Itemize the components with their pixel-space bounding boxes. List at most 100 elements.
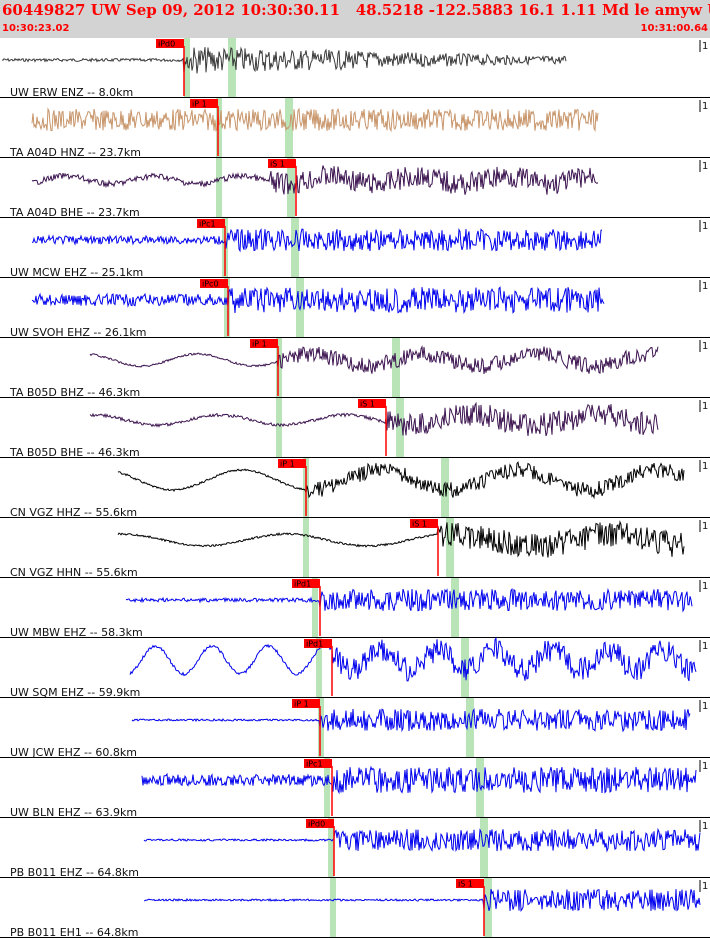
station-label: UW BLN EHZ -- 63.9km [10,806,137,819]
scale-label: 1 [702,701,708,712]
trace-panel[interactable]: iPd0 1 UW ERW ENZ -- 8.0km iP 1 1 TA A04D HNZ… [0,38,710,938]
waveform [117,520,685,558]
time-window-band [328,818,334,878]
waveform [31,107,599,133]
waveform [31,165,599,195]
waveform [89,401,659,437]
trace-row[interactable]: iS 1 1 PB B011 EH1 -- 64.8km [0,878,710,938]
pick-label: iPd1 [306,640,323,649]
scale-label: 1 [702,41,708,52]
trace-row[interactable]: iPc1 1 UW MCW EHZ -- 25.1km [0,218,710,279]
pick-label: iPd0 [158,40,175,49]
time-window-band [276,338,282,398]
station-label: TA A04D HNZ -- 23.7km [9,146,141,159]
pick-flag[interactable] [200,279,228,288]
waveform [89,344,659,374]
trace-row[interactable]: iP 1 1 TA A04D HNZ -- 23.7km [0,98,710,159]
pick-flag[interactable] [304,759,332,768]
pick-label: iPd1 [294,580,311,589]
trace-row[interactable]: iPc1 1 UW BLN EHZ -- 63.9km [0,758,710,819]
scale-label: 1 [702,341,708,352]
station-label: TA A04D BHE -- 23.7km [9,206,140,219]
time-window-band [216,158,222,218]
time-end-label: 10:31:00.64 [640,23,708,34]
pick-flag[interactable] [358,399,386,408]
pick-label: iS 1 [360,400,375,409]
waveform [143,827,701,853]
station-label: UW MCW EHZ -- 25.1km [10,266,143,279]
scale-label: 1 [702,821,708,832]
scale-label: 1 [702,881,708,892]
time-window-band [318,698,324,758]
pick-label: iPc1 [199,220,216,229]
time-window-band [287,158,295,218]
waveform [131,707,691,733]
trace-row[interactable]: iPc0 1 UW SVOH EHZ -- 26.1km [0,278,710,339]
station-label: UW MBW EHZ -- 58.3km [10,626,143,639]
station-label: CN VGZ HHZ -- 55.6km [10,506,137,519]
pick-flag[interactable] [250,339,278,348]
time-window-band [184,38,190,98]
scale-label: 1 [702,401,708,412]
scale-label: 1 [702,221,708,232]
scale-label: 1 [702,581,708,592]
time-window-band [224,278,230,338]
scale-label: 1 [702,761,708,772]
trace-row[interactable]: iP 1 1 UW JCW EHZ -- 60.8km [0,698,710,759]
station-label: PB B011 EH1 -- 64.8km [10,926,138,938]
pick-flag[interactable] [456,879,484,888]
trace-row[interactable]: iS 1 1 TA B05D BHE -- 46.3km [0,398,710,459]
trace-row[interactable]: iS 1 1 CN VGZ HHN -- 55.6km [0,518,710,579]
pick-label: iP 1 [280,460,295,469]
pick-flag[interactable] [156,39,184,48]
trace-row[interactable]: iPd1 1 UW MBW EHZ -- 58.3km [0,578,710,639]
trace-row[interactable]: iP 1 1 TA B05D BHZ -- 46.3km [0,338,710,399]
trace-row[interactable]: iS 1 1 TA A04D BHE -- 23.7km [0,158,710,219]
station-label: CN VGZ HHN -- 55.6km [10,566,138,579]
time-window-band [316,638,322,698]
waveform [31,286,605,314]
pick-label: iPc1 [306,760,323,769]
scale-label: 1 [702,161,708,172]
waveform [1,46,567,74]
time-window-band [285,98,293,158]
trace-row[interactable]: iPd1 1 UW SQM EHZ -- 59.9km [0,636,710,699]
waveform [143,888,701,913]
trace-row[interactable]: iPd0 1 PB B011 EHZ -- 64.8km [0,818,710,879]
pick-flag[interactable] [278,459,306,468]
scale-label: 1 [702,521,708,532]
pick-label: iPd0 [308,820,325,829]
pick-flag[interactable] [306,819,334,828]
pick-flag[interactable] [292,699,320,708]
pick-label: iS 1 [458,880,473,889]
time-window-band [291,218,299,278]
trace-row[interactable]: iP 1 1 CN VGZ HHZ -- 55.6km [0,458,710,519]
event-header: 60449827 UW Sep 09, 2012 10:30:30.11 48.… [0,0,710,38]
time-window-band [312,578,318,638]
pick-flag[interactable] [410,519,438,528]
station-label: PB B011 EHZ -- 64.8km [10,866,139,879]
waveform [32,227,603,253]
waveform [117,461,685,500]
pick-flag[interactable] [197,219,225,228]
pick-flag[interactable] [268,159,296,168]
scale-label: 1 [702,101,708,112]
station-label: UW SQM EHZ -- 59.9km [10,686,140,699]
time-window-band [324,758,330,818]
pick-flag[interactable] [190,99,218,108]
station-label: TA B05D BHZ -- 46.3km [9,386,140,399]
time-window-band [446,518,454,578]
pick-flag[interactable] [292,579,320,588]
station-label: UW ERW ENZ -- 8.0km [10,86,133,99]
pick-label: iS 1 [412,520,427,529]
trace-row[interactable]: iPd0 1 UW ERW ENZ -- 8.0km [0,38,710,99]
station-label: UW SVOH EHZ -- 26.1km [10,326,146,339]
pick-flag[interactable] [304,639,332,648]
waveform [141,765,697,795]
waveform [125,587,693,613]
pick-label: iP 1 [294,700,309,709]
trace-canvas[interactable]: iPd0 1 UW ERW ENZ -- 8.0km iP 1 1 TA A04D HNZ… [0,38,710,938]
time-window-band [392,338,400,398]
waveform [129,636,697,682]
